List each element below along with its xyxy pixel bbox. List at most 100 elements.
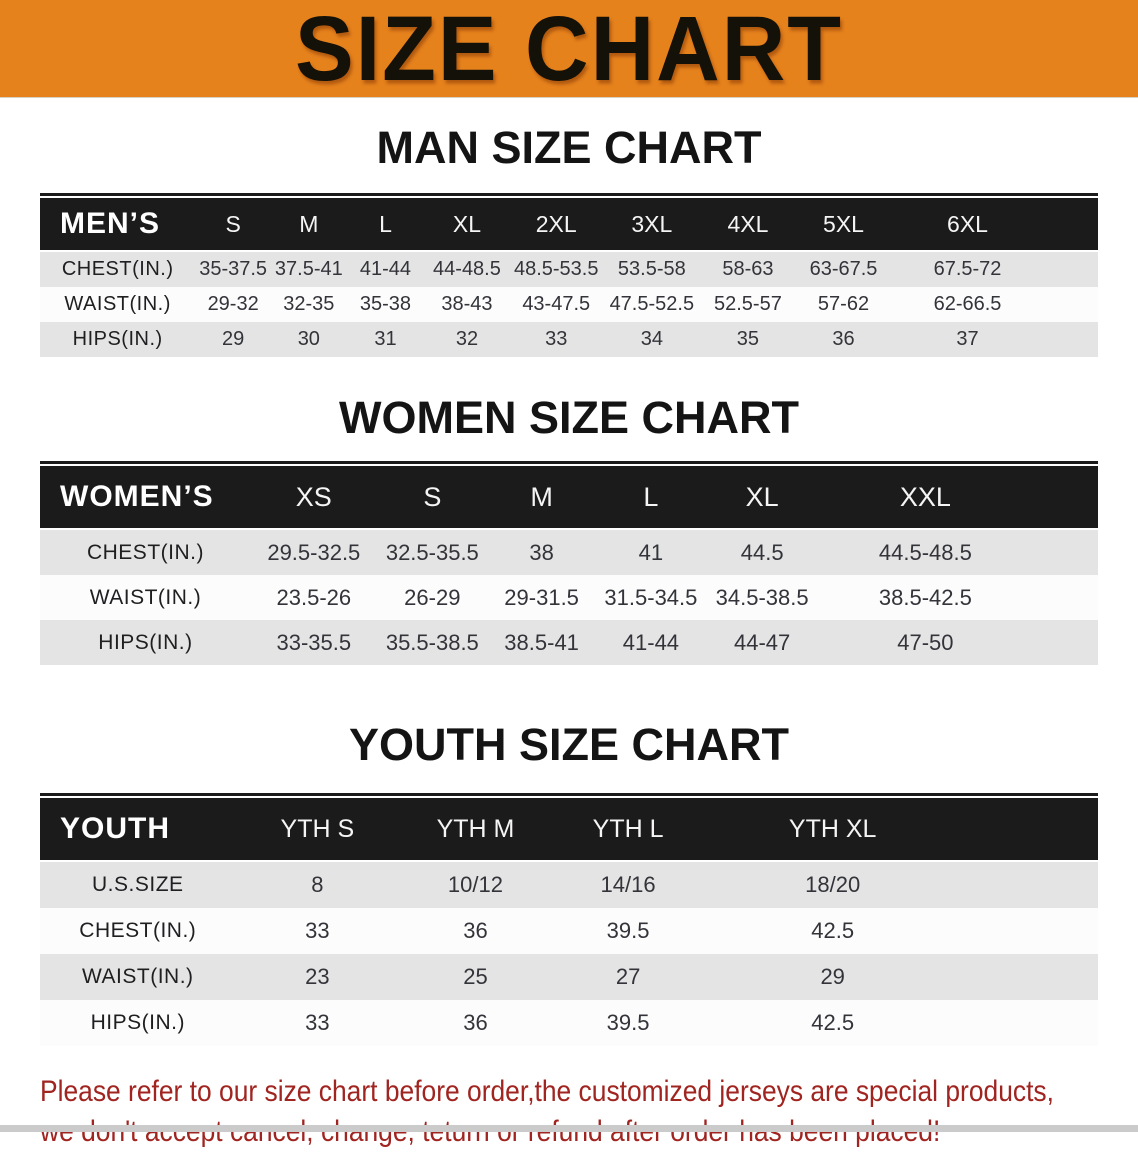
- size-column-header: YTH XL: [704, 798, 1098, 862]
- size-value: 34: [640, 328, 663, 350]
- order-disclaimer: Please refer to our size chart before or…: [40, 1072, 1061, 1152]
- measurement-row: WAIST(IN.) 23.5-26 26-29 29-31.5 31.5-34.5 34…: [40, 575, 1098, 620]
- size-column-header: L: [346, 198, 425, 252]
- measurement-row: CHEST(IN.) 35-37.5 37.5-41 41-44 44-48.5 48.5…: [40, 251, 1098, 287]
- measurement-label: HIPS(IN.): [90, 1011, 185, 1034]
- size-value: 44-47: [734, 629, 791, 655]
- size-value: 35.5-38.5: [385, 629, 479, 655]
- women-size-table-wrap: WOMEN’S XS S M L XL XXL CHEST(IN.) 29.5-32.5 32.5…: [40, 461, 1098, 665]
- size-value: 27: [615, 964, 641, 989]
- size-value: 63-67.5: [809, 258, 878, 280]
- size-value: 32.5-35.5: [385, 539, 479, 565]
- table-group-label: YOUTH: [40, 798, 236, 862]
- size-value: 41: [638, 539, 664, 565]
- disclaimer-line-1: Please refer to our size chart before or…: [40, 1075, 1054, 1108]
- size-column-header: L: [595, 466, 707, 530]
- bottom-border-strip: [0, 1125, 1138, 1132]
- size-value: 34.5-38.5: [715, 584, 809, 610]
- size-value: 38.5-42.5: [878, 584, 972, 610]
- size-value: 29: [222, 328, 245, 350]
- size-value: 58-63: [722, 258, 774, 280]
- size-value: 47-50: [897, 629, 954, 655]
- size-value: 37.5-41: [274, 258, 343, 280]
- table-header-row: MEN’S S M L XL 2XL 3XL 4XL 5XL 6XL: [40, 198, 1098, 252]
- size-value: 48.5-53.5: [513, 258, 599, 280]
- size-column-header: XL: [706, 466, 818, 530]
- measurement-row: CHEST(IN.) 29.5-32.5 32.5-35.5 38 41 44.5 44.5…: [40, 529, 1098, 575]
- size-column-header: M: [270, 198, 347, 252]
- size-value: 42.5: [811, 918, 855, 943]
- size-value: 35: [736, 328, 760, 350]
- size-column-header: XL: [424, 198, 510, 252]
- size-column-header: YTH L: [551, 798, 705, 862]
- size-column-header: YTH S: [235, 798, 400, 862]
- size-value: 14/16: [600, 872, 656, 897]
- measurement-label: HIPS(IN.): [72, 328, 163, 350]
- measurement-row: HIPS(IN.) 33-35.5 35.5-38.5 38.5-41 41-44 44-…: [40, 620, 1098, 665]
- size-column-header: YTH M: [399, 798, 552, 862]
- measurement-row: CHEST(IN.) 33 36 39.5 42.5: [40, 908, 1098, 954]
- youth-size-table-wrap: YOUTH YTH S YTH M YTH L YTH XL U.S.SIZE 8 10/12…: [40, 793, 1098, 1046]
- table-top-rule: [40, 793, 1098, 796]
- size-value: 18/20: [805, 872, 861, 897]
- measurement-label: HIPS(IN.): [98, 630, 193, 654]
- measurement-label: CHEST(IN.): [79, 919, 197, 942]
- size-value: 36: [463, 918, 488, 943]
- size-value: 37: [956, 328, 979, 350]
- measurement-label: CHEST(IN.): [61, 258, 174, 280]
- size-value: 52.5-57: [713, 293, 782, 315]
- size-value: 33: [305, 918, 330, 943]
- size-column-header: 6XL: [892, 198, 1098, 252]
- size-value: 29-32: [207, 293, 259, 315]
- size-value: 29-31.5: [504, 584, 579, 610]
- size-value: 33-35.5: [276, 629, 352, 655]
- measurement-label: U.S.SIZE: [92, 873, 184, 896]
- size-column-header: 4XL: [700, 198, 795, 252]
- measurement-row: U.S.SIZE 8 10/12 14/16 18/20: [40, 861, 1098, 908]
- size-column-header: M: [487, 466, 596, 530]
- size-value: 30: [297, 328, 320, 350]
- size-value: 36: [463, 1010, 488, 1035]
- size-value: 31.5-34.5: [604, 584, 698, 610]
- size-value: 39.5: [606, 1010, 650, 1035]
- size-value: 53.5-58: [617, 258, 686, 280]
- table-header-row: WOMEN’S XS S M L XL XXL: [40, 466, 1098, 530]
- size-value: 67.5-72: [933, 258, 1002, 280]
- size-value: 35-37.5: [199, 258, 268, 280]
- man-size-chart-heading: MAN SIZE CHART: [376, 122, 762, 173]
- size-value: 33: [305, 1010, 330, 1035]
- size-value: 35-38: [359, 293, 412, 315]
- size-value: 29.5-32.5: [267, 539, 361, 565]
- size-value: 32: [455, 328, 479, 350]
- measurement-label: WAIST(IN.): [82, 965, 194, 988]
- size-value: 44.5: [740, 539, 784, 565]
- measurement-row: WAIST(IN.) 29-32 32-35 35-38 38-43 43-47.5 47.…: [40, 287, 1098, 322]
- table-group-label: WOMEN’S: [40, 466, 251, 530]
- size-value: 26-29: [404, 584, 461, 610]
- size-value: 41-44: [622, 629, 680, 655]
- size-value: 23.5-26: [276, 584, 352, 610]
- size-value: 62-66.5: [933, 293, 1002, 315]
- size-value: 41-44: [359, 258, 412, 280]
- size-value: 32-35: [283, 293, 335, 315]
- size-column-header: S: [195, 198, 271, 252]
- size-value: 25: [463, 964, 488, 989]
- size-value: 44.5-48.5: [878, 539, 972, 565]
- size-column-header: 5XL: [794, 198, 893, 252]
- measurement-row: HIPS(IN.) 29 30 31 32 33 34 35 36 37: [40, 322, 1098, 357]
- size-column-header: XXL: [817, 466, 1098, 530]
- size-value: 42.5: [811, 1010, 855, 1035]
- table-top-rule: [40, 193, 1098, 196]
- size-column-header: S: [376, 466, 488, 530]
- disclaimer-line-2: we don't accept cancel, change, teturn o…: [40, 1112, 1061, 1152]
- size-value: 10/12: [447, 872, 503, 897]
- table-group-label: MEN’S: [40, 198, 196, 252]
- size-value: 39.5: [606, 918, 650, 943]
- size-value: 47.5-52.5: [609, 293, 695, 315]
- women-size-chart-heading: WOMEN SIZE CHART: [339, 392, 799, 443]
- size-value: 36: [832, 328, 855, 350]
- youth-size-chart-heading: YOUTH SIZE CHART: [348, 719, 789, 770]
- size-value: 57-62: [817, 293, 870, 315]
- measurement-label: WAIST(IN.): [89, 585, 202, 609]
- size-value: 38: [529, 539, 554, 565]
